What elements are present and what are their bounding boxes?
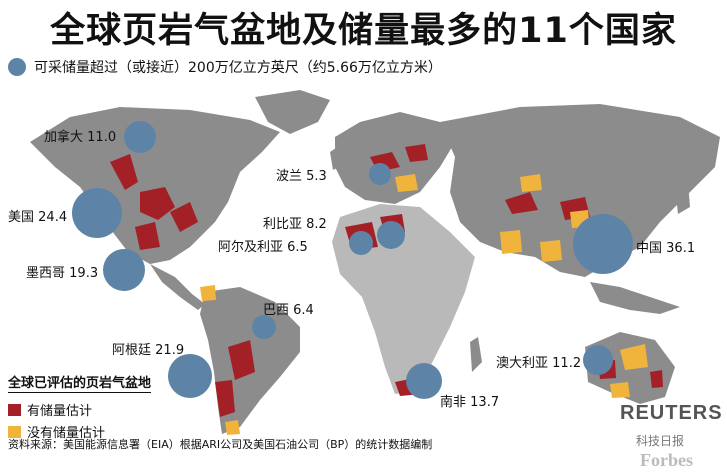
basin-unestimated [620,344,648,370]
legend-swatch-yellow [8,425,21,438]
landmass-north-america [30,107,280,264]
basin-unestimated [500,230,522,254]
landmass-southeast-asia [590,282,680,314]
basin-unestimated [200,285,216,301]
bubble-key-dot [8,58,26,76]
bubble-brazil [252,315,276,339]
watermark-top: 科技日报 [636,434,685,448]
label-libya: 利比亚 8.2 [263,217,327,232]
label-poland: 波兰 5.3 [276,169,327,184]
legend-item: 有储量估计 [8,400,151,419]
basin-estimated [405,144,428,162]
landmass-uk [330,144,345,170]
bubble-mexico [103,249,145,291]
basin-estimated [135,222,160,250]
bubble-china [573,214,633,274]
basin-estimated [650,370,663,388]
basin-unestimated [540,240,562,262]
bubble-usa [72,188,122,238]
landmass-japan [675,182,690,214]
legend-swatch-red [8,403,21,416]
label-canada: 加拿大 11.0 [44,130,117,145]
bubble-south-africa [406,363,442,399]
label-mexico: 墨西哥 19.3 [26,266,99,281]
legend-item: 没有储量估计 [8,422,151,441]
world-map [30,90,720,435]
basin-estimated [505,192,538,214]
basin-estimated [170,202,198,232]
label-china: 中国 36.1 [636,241,696,256]
bubble-poland [369,163,391,185]
label-algeria: 阿尔及利亚 6.5 [218,240,308,255]
bubble-canada [124,121,156,153]
reuters-logo: REUTERS [620,402,723,424]
label-brazil: 巴西 6.4 [263,303,314,318]
landmass-madagascar [470,337,482,372]
bubble-key: 可采储量超过（或接近）200万亿立方英尺（约5.66万亿立方米） [8,54,442,80]
watermark-bottom: Forbes [640,450,693,470]
legend-title: 全球已评估的页岩气盆地 [8,372,152,393]
bubble-algeria [349,231,373,255]
basin-estimated [228,340,255,380]
bubble-australia [583,345,613,375]
bubble-key-label: 可采储量超过（或接近）200万亿立方英尺（约5.66万亿立方米） [34,60,442,76]
landmass-central-america [150,264,205,310]
bubble-argentina [168,354,212,398]
basin-unestimated [225,420,240,435]
basin-unestimated [610,382,630,398]
label-south-africa: 南非 13.7 [440,395,500,410]
label-argentina: 阿根廷 21.9 [112,343,185,358]
label-australia: 澳大利亚 11.2 [496,356,582,371]
source-note: 资料来源：美国能源信息署（EIA）根据ARI公司及美国石油公司（BP）的统计数据… [8,438,433,451]
legend: 全球已评估的页岩气盆地 有储量估计 没有储量估计 [8,372,152,441]
basin-unestimated [520,174,542,192]
basin-estimated [140,187,175,220]
landmass-greenland [255,90,330,134]
basin-estimated [110,154,138,190]
label-usa: 美国 24.4 [8,210,68,225]
basin-estimated [215,380,235,417]
page-title: 全球页岩气盆地及储量最多的11个国家 [50,11,677,51]
bubble-libya [377,221,405,249]
basin-unestimated [395,174,418,192]
